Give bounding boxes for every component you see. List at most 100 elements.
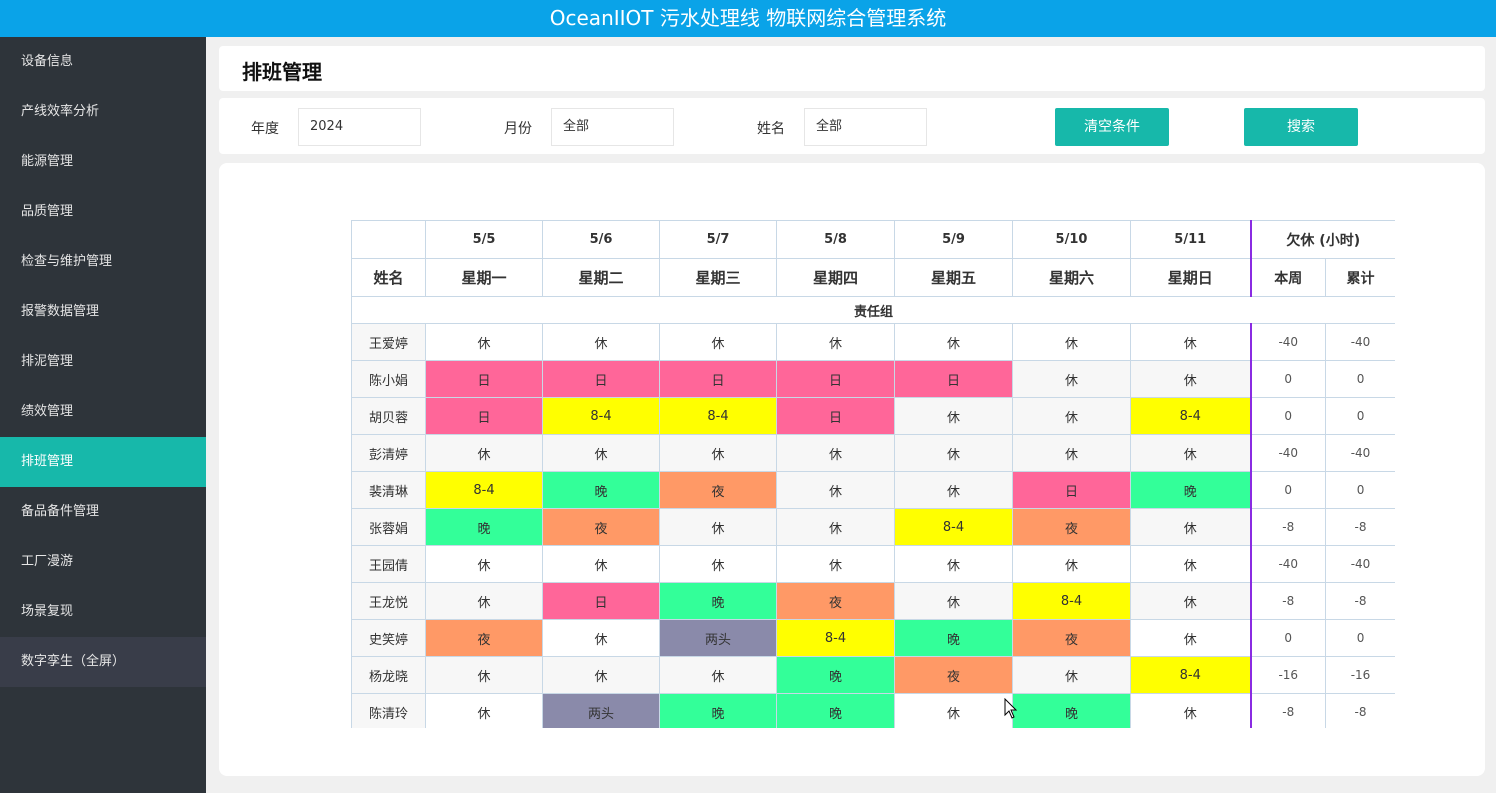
- table-row: 裴清琳 8-4 晚夜休休日晚 0 0: [351, 471, 1395, 509]
- schedule-table-scroll[interactable]: 5/5 5/6 5/7 5/8 5/9 5/10 5/11 欠休 (小时) 姓名 星期一 星期二…: [351, 220, 1395, 728]
- shift-cell[interactable]: 晚: [776, 656, 895, 694]
- shift-cell[interactable]: 休: [776, 323, 895, 361]
- shift-cell[interactable]: 休: [894, 397, 1013, 435]
- shift-cell[interactable]: 休: [425, 693, 543, 728]
- shift-cell[interactable]: 8-4: [425, 471, 543, 509]
- shift-cell[interactable]: 休: [894, 545, 1013, 583]
- shift-cell[interactable]: 夜: [659, 471, 777, 509]
- shift-cell[interactable]: 休: [659, 656, 777, 694]
- shift-cell[interactable]: 两头: [542, 693, 660, 728]
- sidebar-item[interactable]: 数字孪生（全屏）: [0, 637, 206, 687]
- year-select[interactable]: 2024: [298, 108, 421, 146]
- shift-cell[interactable]: 休: [542, 323, 660, 361]
- shift-cell[interactable]: 休: [1130, 582, 1252, 620]
- shift-cell[interactable]: 休: [894, 582, 1013, 620]
- sidebar-item[interactable]: 设备信息: [21, 54, 74, 69]
- shift-cell[interactable]: 休: [1012, 656, 1131, 694]
- weekday-header: 星期五: [894, 258, 1013, 297]
- shift-cell[interactable]: 休: [1130, 360, 1252, 398]
- shift-cell[interactable]: 休: [1012, 323, 1131, 361]
- shift-cell[interactable]: 晚: [542, 471, 660, 509]
- sidebar-item[interactable]: 能源管理: [21, 154, 74, 169]
- shift-cell[interactable]: 休: [776, 434, 895, 472]
- shift-cell[interactable]: 晚: [659, 582, 777, 620]
- shift-cell[interactable]: 8-4: [1012, 582, 1131, 620]
- shift-cell[interactable]: 日: [542, 582, 660, 620]
- shift-cell[interactable]: 日: [425, 360, 543, 398]
- shift-cell[interactable]: 两头: [659, 619, 777, 657]
- shift-cell[interactable]: 日: [542, 360, 660, 398]
- shift-cell[interactable]: 休: [659, 508, 777, 546]
- shift-cell[interactable]: 休: [776, 545, 895, 583]
- shift-cell[interactable]: 休: [776, 471, 895, 509]
- shift-cell[interactable]: 休: [894, 323, 1013, 361]
- shift-cell[interactable]: 休: [1012, 360, 1131, 398]
- shift-cell[interactable]: 休: [894, 434, 1013, 472]
- shift-cell[interactable]: 晚: [659, 693, 777, 728]
- shift-cell[interactable]: 8-4: [659, 397, 777, 435]
- shift-cell[interactable]: 8-4: [1130, 656, 1252, 694]
- sidebar-item[interactable]: 工厂漫游: [21, 554, 74, 569]
- shift-cell[interactable]: 晚: [1012, 693, 1131, 728]
- weekday-header: 星期二: [542, 258, 660, 297]
- shift-cell[interactable]: 休: [659, 545, 777, 583]
- shift-cell[interactable]: 8-4: [776, 619, 895, 657]
- employee-name: 陈小娟: [351, 360, 426, 398]
- shift-cell[interactable]: 夜: [542, 508, 660, 546]
- shift-cell[interactable]: 日: [776, 397, 895, 435]
- shift-cell[interactable]: 休: [894, 693, 1013, 728]
- shift-cell[interactable]: 夜: [776, 582, 895, 620]
- clear-filters-button[interactable]: 清空条件: [1055, 108, 1169, 146]
- shift-cell[interactable]: 休: [1012, 545, 1131, 583]
- shift-cell[interactable]: 夜: [1012, 619, 1131, 657]
- name-select[interactable]: 全部: [804, 108, 927, 146]
- sidebar-item[interactable]: 品质管理: [21, 204, 74, 219]
- sidebar-item[interactable]: 产线效率分析: [21, 104, 100, 119]
- sidebar-item[interactable]: 排班管理: [0, 437, 206, 487]
- month-select[interactable]: 全部: [551, 108, 674, 146]
- shift-cell[interactable]: 休: [425, 323, 543, 361]
- shift-cell[interactable]: 休: [425, 434, 543, 472]
- shift-cell[interactable]: 休: [542, 545, 660, 583]
- shift-cell[interactable]: 休: [1130, 434, 1252, 472]
- shift-cell[interactable]: 晚: [776, 693, 895, 728]
- sidebar-item[interactable]: 备品备件管理: [21, 504, 100, 519]
- shift-cell[interactable]: 休: [659, 323, 777, 361]
- shift-cell[interactable]: 夜: [894, 656, 1013, 694]
- sidebar-item[interactable]: 绩效管理: [21, 404, 74, 419]
- shift-cell[interactable]: 日: [659, 360, 777, 398]
- shift-cell[interactable]: 休: [425, 656, 543, 694]
- shift-cell[interactable]: 休: [1130, 619, 1252, 657]
- shift-cell[interactable]: 休: [542, 434, 660, 472]
- shift-cell[interactable]: 休: [1130, 508, 1252, 546]
- shift-cell[interactable]: 休: [425, 545, 543, 583]
- shift-cell[interactable]: 日: [1012, 471, 1131, 509]
- sidebar-item[interactable]: 检查与维护管理: [21, 254, 113, 269]
- shift-cell[interactable]: 休: [1130, 545, 1252, 583]
- shift-cell[interactable]: 休: [1130, 693, 1252, 728]
- shift-cell[interactable]: 休: [894, 471, 1013, 509]
- shift-cell[interactable]: 8-4: [894, 508, 1013, 546]
- shift-cell[interactable]: 8-4: [542, 397, 660, 435]
- shift-cell[interactable]: 休: [1130, 323, 1252, 361]
- shift-cell[interactable]: 8-4: [1130, 397, 1252, 435]
- shift-cell[interactable]: 日: [425, 397, 543, 435]
- shift-cell[interactable]: 休: [425, 582, 543, 620]
- sidebar-item[interactable]: 报警数据管理: [21, 304, 100, 319]
- shift-cell[interactable]: 夜: [425, 619, 543, 657]
- shift-cell[interactable]: 晚: [894, 619, 1013, 657]
- sidebar-item[interactable]: 场景复现: [21, 604, 74, 619]
- shift-cell[interactable]: 休: [1012, 434, 1131, 472]
- shift-cell[interactable]: 日: [894, 360, 1013, 398]
- sidebar-item[interactable]: 排泥管理: [21, 354, 74, 369]
- shift-cell[interactable]: 晚: [425, 508, 543, 546]
- shift-cell[interactable]: 休: [1012, 397, 1131, 435]
- shift-cell[interactable]: 休: [542, 619, 660, 657]
- shift-cell[interactable]: 日: [776, 360, 895, 398]
- shift-cell[interactable]: 晚: [1130, 471, 1252, 509]
- shift-cell[interactable]: 休: [776, 508, 895, 546]
- search-button[interactable]: 搜索: [1244, 108, 1358, 146]
- shift-cell[interactable]: 夜: [1012, 508, 1131, 546]
- shift-cell[interactable]: 休: [659, 434, 777, 472]
- shift-cell[interactable]: 休: [542, 656, 660, 694]
